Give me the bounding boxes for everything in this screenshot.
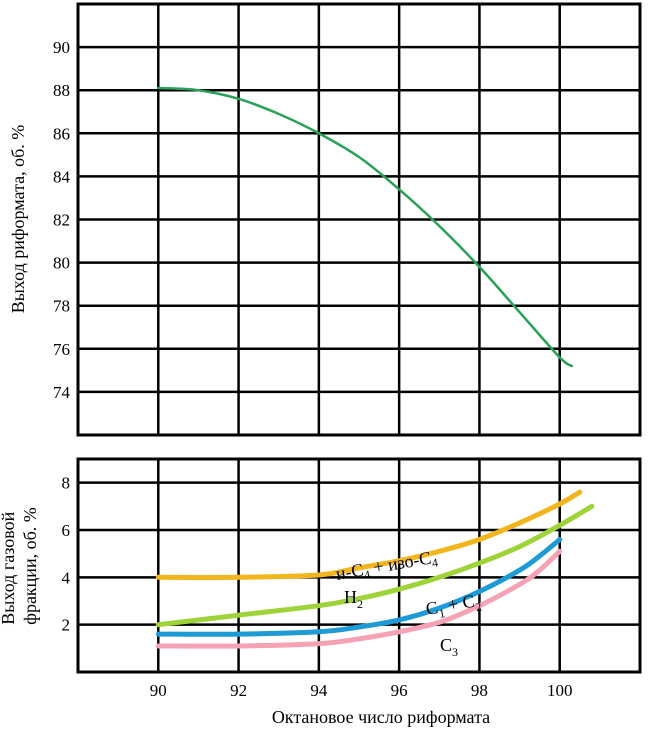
bottom-series-line-0 [155, 489, 583, 580]
bottom-series-line-2 [155, 537, 563, 637]
x-tick-96: 96 [391, 681, 408, 700]
top-series-line-0 [157, 86, 574, 368]
x-tick-90: 90 [150, 681, 167, 700]
top-y-tick-84: 84 [53, 167, 71, 186]
top-panel: 74 76 78 80 82 84 86 88 90 Выход риформата, об. … [8, 2, 642, 437]
top-y-axis-label: Выход риформата, об. % [8, 125, 28, 314]
bottom-series [155, 489, 595, 649]
top-series [157, 86, 574, 368]
label-c1c2-sub1: 1 [438, 606, 446, 621]
label-h2: H2 [344, 587, 363, 611]
label-butanes-text: н-C [334, 559, 365, 583]
x-tick-labels: 90 92 94 96 98 100 [150, 681, 573, 700]
label-c3: C3 [440, 635, 458, 659]
x-tick-92: 92 [230, 681, 247, 700]
top-y-tick-82: 82 [53, 211, 70, 230]
x-tick-98: 98 [471, 681, 488, 700]
top-y-tick-88: 88 [53, 81, 70, 100]
label-butanes-sub2: 4 [431, 555, 439, 570]
x-tick-94: 94 [310, 681, 328, 700]
bottom-y-tick-6: 6 [62, 521, 71, 540]
bottom-series-line-1 [155, 503, 595, 628]
bottom-y-tick-8: 8 [62, 474, 71, 493]
x-axis-label: Октановое число риформата [272, 707, 490, 727]
bottom-y-tick-4: 4 [62, 568, 71, 587]
label-c1c2: C1 + C2 [424, 590, 483, 623]
label-c3-text: C [440, 635, 452, 655]
top-plot-frame [76, 2, 642, 437]
label-c1c2-text: C [424, 597, 439, 619]
label-c3-sub: 3 [452, 645, 458, 659]
label-h2-sub: 2 [357, 597, 363, 611]
bottom-y-axis-label: Выход газовой фракции, об. % [0, 507, 40, 624]
bottom-y-tick-2: 2 [62, 616, 71, 635]
bottom-plot-frame [76, 457, 642, 674]
label-c1c2-sub2: 2 [474, 600, 482, 615]
bottom-panel: 2 4 6 8 90 92 94 96 98 100 Выход газовой фракции… [0, 457, 642, 727]
top-y-tick-90: 90 [53, 38, 70, 57]
bottom-series-line-3 [155, 548, 563, 649]
top-y-tick-labels: 74 76 78 80 82 84 86 88 90 [53, 38, 71, 402]
top-y-tick-76: 76 [53, 340, 70, 359]
bottom-y-axis-label-line2: фракции, об. % [20, 507, 40, 624]
top-y-tick-86: 86 [53, 124, 70, 143]
top-gridlines [78, 4, 640, 435]
top-y-tick-74: 74 [53, 383, 71, 402]
top-y-tick-78: 78 [53, 297, 70, 316]
label-butanes-sub1: 4 [363, 567, 371, 582]
label-h2-text: H [344, 587, 357, 607]
bottom-y-axis-label-line1: Выход газовой [0, 511, 18, 624]
bottom-y-tick-labels: 2 4 6 8 [62, 474, 71, 635]
x-tick-100: 100 [547, 681, 573, 700]
top-y-tick-80: 80 [53, 254, 70, 273]
